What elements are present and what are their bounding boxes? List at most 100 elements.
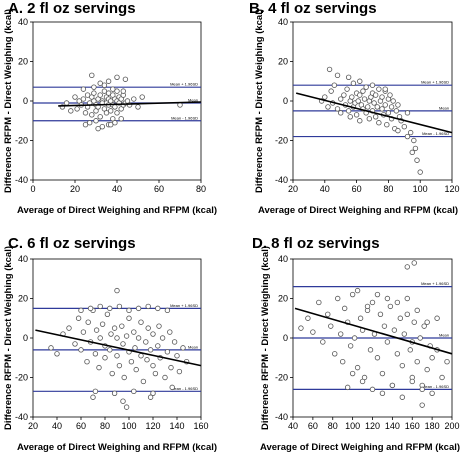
panel-d-data-point [369, 299, 376, 306]
panel-d-data-point [349, 370, 356, 377]
panel-d-data-point [409, 378, 415, 385]
panel-b-ylabel: Difference RFPM - Direct Weighing (kcal) [254, 9, 265, 193]
panel-d-data-point [351, 335, 358, 341]
panel-c-xlabel: Average of Direct Weighing and RFPM (kca… [17, 442, 217, 453]
panel-c-x-tick-label: 40 [52, 421, 62, 431]
panel-a-ylabel: Difference RFPM - Direct Weighing (kcal) [3, 9, 14, 193]
panel-d-xlabel: Average of Direct Weighing and RFPM (kca… [260, 442, 460, 453]
panel-c-data-point [147, 394, 154, 400]
panel-a-data-point [103, 110, 110, 116]
panel-b-data-point [357, 92, 363, 98]
panel-d-data-point [384, 339, 391, 345]
panel-b-data-point [374, 104, 380, 110]
panel-b-ref-label-0: Mean + 1.96SD [421, 80, 449, 85]
panel-a-x-tick-label: 20 [70, 184, 80, 194]
panel-c-data-point [140, 378, 147, 385]
panel-b-data-point [404, 133, 411, 140]
panel-d-data-point [399, 394, 406, 400]
panel-c-data-point [121, 374, 127, 381]
panel-d-data-point [421, 323, 427, 329]
panel-c-data-point [109, 370, 115, 377]
panel-c-data-point [92, 388, 99, 395]
panel-a-data-point [107, 121, 114, 128]
panel-c-data-point [116, 362, 123, 369]
panel-b-data-point [395, 127, 401, 134]
panel-a-data-point [82, 121, 89, 128]
panel-a-data-point [89, 72, 95, 79]
panel-d-data-point [399, 362, 406, 369]
panel-c-x-tick-label: 80 [100, 421, 110, 431]
panel-c-data-point [97, 335, 103, 341]
panel-a-x-tick-label: 80 [196, 184, 206, 194]
panel-c-plot-area: Mean + 1.96SD Mean Mean - 1.96SD 20 40 60 80 10… [15, 254, 209, 431]
panel-c-data-point [143, 339, 149, 345]
panel-c-y-tick-label: 40 [18, 254, 28, 264]
panel-b-data-point [385, 110, 392, 116]
panel-d-data-point [429, 355, 435, 361]
panel-a-x-tick-label: 60 [154, 184, 164, 194]
panel-b-ref-label-1: Mean [439, 105, 449, 110]
panel-d-data-point [349, 291, 356, 298]
panel-c-y-tick-label: 0 [23, 333, 28, 343]
panel-b-data-point [338, 110, 344, 116]
panel-d-data-point [404, 311, 410, 317]
panel-b-x-tick-label: 20 [288, 184, 298, 194]
panel-d-data-point [367, 347, 374, 353]
panel-c-x-tick-label: 120 [145, 421, 160, 431]
panel-a-y-tick-label: 40 [18, 17, 28, 27]
panel-c-data-point [123, 333, 130, 339]
panel-b-y-tick-label: 40 [278, 17, 288, 27]
panel-c-data-point [72, 341, 78, 347]
panel-c-data-point [120, 398, 126, 404]
panel-d-data-point [419, 402, 425, 408]
panel-c-data-point [162, 374, 168, 381]
panel-b-data-point [360, 88, 366, 94]
panel-d-data-point [439, 374, 445, 381]
panel-b-y-tick-label: 0 [283, 96, 288, 106]
panel-b-data-point [384, 121, 390, 128]
panel-d-y-tick-label: -40 [275, 412, 288, 422]
panel-c-data-point [92, 351, 99, 357]
panel-c-data-point [54, 351, 60, 357]
panel-b-data-point [341, 92, 347, 98]
panel-b-x-tick-label: 80 [383, 184, 393, 194]
panel-d-data-point [339, 359, 346, 365]
panel-b-data-point [347, 114, 353, 120]
panel-b-data-point [326, 66, 333, 73]
panel-d-data-point [369, 386, 376, 393]
panel-b-data-point [414, 157, 420, 163]
panel-b-data-point [353, 112, 360, 118]
panel-a-data-point [107, 108, 114, 114]
panel-c-data-point [144, 357, 150, 363]
panel-c-data-point [164, 349, 171, 355]
panel-c-data-point [119, 323, 125, 329]
panel-a-data-point [122, 76, 129, 82]
panel-a-data-point [139, 94, 145, 100]
panel-a-data-point [112, 120, 118, 126]
panel-b-data-point [357, 78, 363, 84]
panel-d-data-point [391, 327, 398, 333]
panel-c-data-point [135, 335, 142, 341]
panel-c-6floz: C. 6 fl oz servings Mean + 1.96SDMeanMea… [3, 235, 217, 453]
panel-c-title: C. 6 fl oz servings [8, 235, 136, 252]
panel-d-x-tick-label: 100 [345, 421, 360, 431]
panel-c-data-point [48, 345, 54, 351]
panel-b-data-point [412, 145, 419, 152]
panel-d-data-point [341, 305, 348, 312]
panel-c-x-tick-label: 160 [193, 421, 208, 431]
panel-d-data-point [325, 311, 331, 317]
panel-b-data-point [322, 94, 328, 100]
panel-b-data-point [409, 149, 415, 156]
panel-c-y-tick-label: 20 [18, 294, 28, 304]
panel-c-data-point [126, 315, 132, 321]
panel-a-data-point [118, 116, 124, 122]
panel-d-data-point [397, 315, 404, 321]
panel-d-data-point [328, 323, 334, 329]
panel-d-x-tick-label: 140 [385, 421, 400, 431]
panel-c-data-point [99, 321, 106, 327]
panel-c-data-point [169, 384, 175, 391]
panel-d-data-point [419, 386, 425, 393]
panel-b-data-point [334, 72, 341, 79]
panel-d-ref-label-2: Mean - 1.96SD [422, 384, 449, 389]
panel-c-data-point [168, 364, 174, 371]
